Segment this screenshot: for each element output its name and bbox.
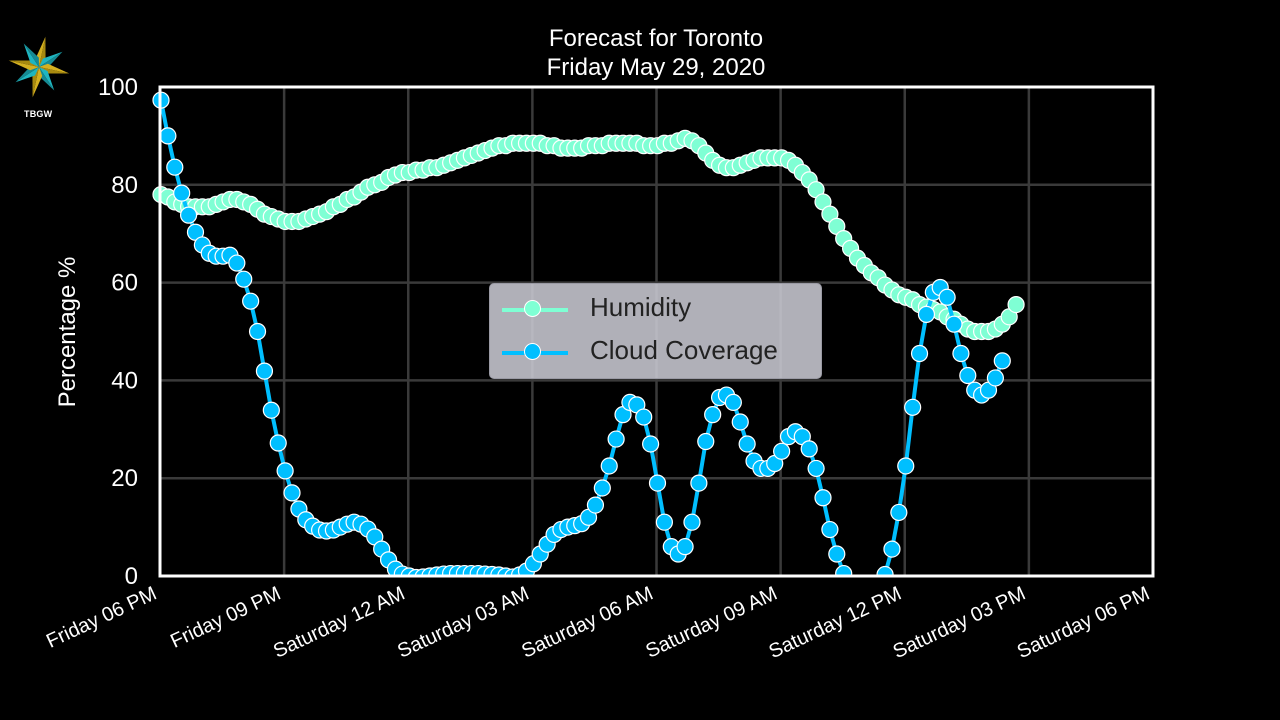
y-tick-label: 60 bbox=[111, 270, 138, 297]
x-tick-label: Saturday 06 AM bbox=[518, 583, 656, 663]
data-point-marker bbox=[255, 362, 274, 380]
data-point-marker bbox=[704, 406, 722, 424]
data-point-marker bbox=[910, 344, 929, 363]
data-point-marker bbox=[724, 393, 742, 412]
data-point-marker bbox=[697, 432, 715, 451]
x-tick-label: Saturday 12 AM bbox=[270, 583, 408, 663]
x-tick-label: Saturday 06 PM bbox=[1014, 583, 1153, 664]
x-tick-label: Saturday 12 PM bbox=[766, 583, 905, 664]
data-point-marker bbox=[897, 457, 915, 475]
y-tick-label: 40 bbox=[111, 367, 138, 394]
data-point-marker bbox=[269, 434, 287, 452]
data-point-marker bbox=[773, 442, 791, 460]
x-tick-label: Saturday 03 AM bbox=[394, 583, 532, 663]
data-point-marker bbox=[283, 484, 301, 502]
data-point-marker bbox=[276, 462, 294, 480]
data-point-marker bbox=[959, 366, 977, 385]
data-point-marker bbox=[600, 457, 618, 475]
data-point-marker bbox=[607, 430, 625, 448]
data-point-marker bbox=[952, 344, 970, 363]
y-tick-label: 0 bbox=[125, 563, 138, 590]
chart-legend: Humidity Cloud Coverage bbox=[489, 283, 822, 379]
data-point-marker bbox=[648, 474, 667, 492]
data-point-marker bbox=[883, 540, 901, 558]
data-point-marker bbox=[173, 184, 191, 202]
data-point-marker bbox=[179, 206, 198, 224]
chart-title: Forecast for Toronto Friday May 29, 2020 bbox=[0, 24, 1280, 82]
y-tick-label: 80 bbox=[111, 172, 138, 199]
data-point-marker bbox=[807, 459, 825, 478]
data-point-marker bbox=[738, 435, 756, 453]
y-tick-label: 100 bbox=[98, 74, 138, 101]
data-point-marker bbox=[262, 401, 280, 419]
data-point-marker bbox=[655, 513, 673, 531]
data-point-marker bbox=[800, 440, 818, 458]
data-point-marker bbox=[731, 413, 749, 431]
x-tick-label: Saturday 09 AM bbox=[642, 583, 780, 663]
data-point-marker bbox=[642, 435, 660, 453]
y-axis-ticks: 0 20 40 60 80 100 bbox=[98, 74, 138, 590]
legend-label-cloud-coverage: Cloud Coverage bbox=[590, 335, 778, 365]
chart-title-line1: Forecast for Toronto bbox=[548, 25, 764, 52]
data-point-marker bbox=[904, 398, 922, 416]
x-tick-label: Saturday 03 PM bbox=[890, 583, 1029, 664]
data-point-marker bbox=[635, 408, 653, 426]
y-tick-label: 20 bbox=[111, 465, 138, 492]
data-point-marker bbox=[917, 305, 936, 323]
plot-frame bbox=[158, 85, 1155, 578]
data-point-marker bbox=[586, 496, 605, 514]
chart-title-line2: Friday May 29, 2020 bbox=[546, 54, 766, 81]
data-point-marker bbox=[228, 254, 246, 272]
data-point-marker bbox=[1007, 296, 1025, 314]
data-point-marker bbox=[938, 288, 956, 306]
legend-label-humidity: Humidity bbox=[590, 292, 692, 322]
data-point-marker bbox=[993, 352, 1011, 370]
data-point-marker bbox=[890, 503, 908, 522]
logo-text: TBGW bbox=[24, 109, 53, 119]
humidity-marker-icon bbox=[524, 300, 541, 317]
data-point-marker bbox=[235, 270, 253, 288]
data-point-marker bbox=[690, 474, 708, 492]
data-point-marker bbox=[242, 292, 260, 310]
x-tick-label: Friday 09 PM bbox=[167, 583, 284, 653]
x-tick-label: Friday 06 PM bbox=[43, 583, 160, 653]
data-point-marker bbox=[683, 513, 701, 531]
data-point-marker bbox=[986, 369, 1004, 387]
data-point-marker bbox=[814, 489, 832, 507]
data-point-marker bbox=[835, 564, 853, 576]
data-point-marker bbox=[593, 479, 611, 497]
data-point-marker bbox=[945, 315, 963, 333]
cloud-coverage-series bbox=[152, 91, 1011, 576]
y-axis-label: Percentage % bbox=[54, 256, 81, 408]
legend-item-cloud-coverage: Cloud Coverage bbox=[490, 331, 821, 371]
data-point-marker bbox=[248, 322, 267, 341]
legend-item-humidity: Humidity bbox=[490, 288, 821, 328]
data-point-marker bbox=[821, 520, 839, 539]
tbgw-logo-icon bbox=[8, 36, 70, 98]
data-point-marker bbox=[166, 158, 184, 176]
data-point-marker bbox=[828, 545, 846, 563]
cloud-marker-icon bbox=[524, 343, 541, 360]
data-point-marker bbox=[676, 538, 694, 556]
data-point-marker bbox=[159, 127, 177, 145]
